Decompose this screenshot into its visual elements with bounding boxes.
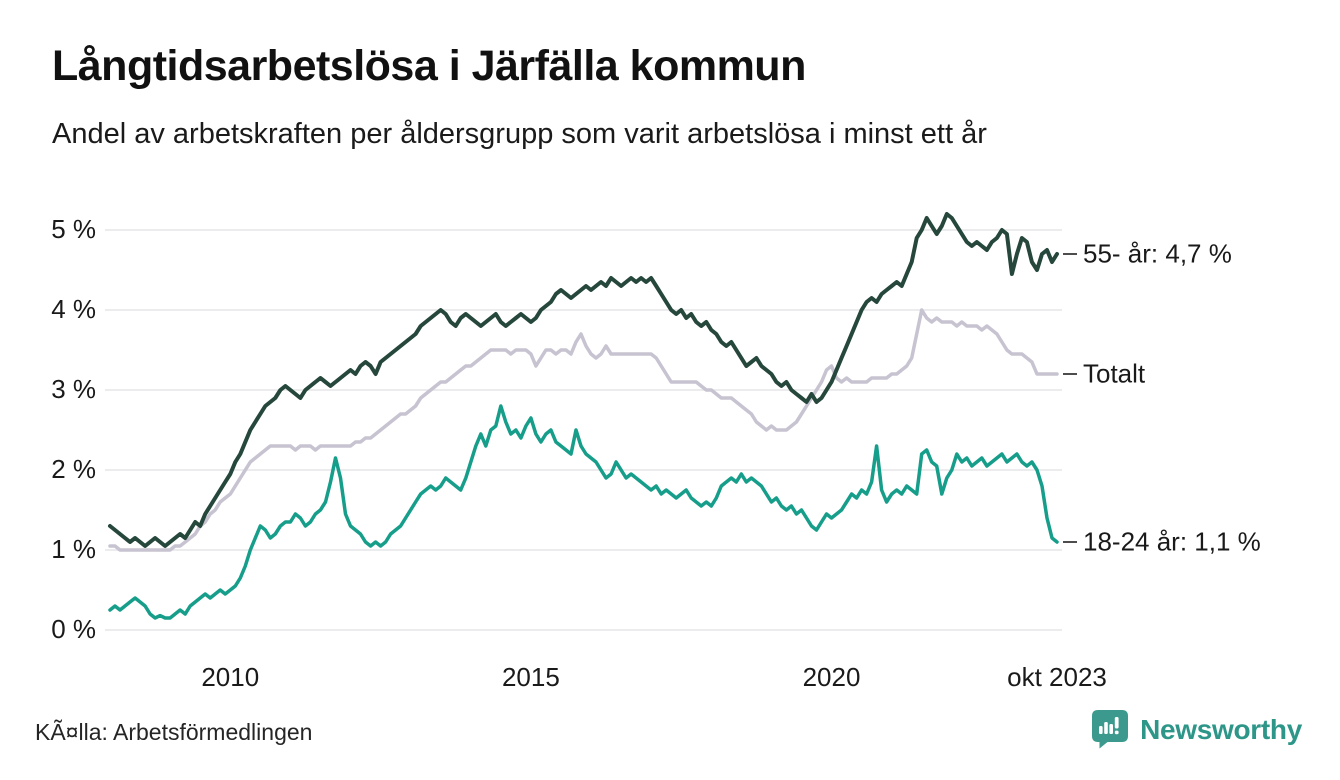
chart-title: Långtidsarbetslösa i Järfälla kommun: [52, 42, 806, 90]
series-line-18-24-år: [108, 404, 1059, 620]
x-axis-tick-label: 2010: [201, 662, 260, 692]
y-axis-tick-label: 1 %: [51, 533, 96, 564]
newsworthy-bubble-chart-icon: [1091, 709, 1129, 750]
series-line-Totalt: [108, 308, 1059, 552]
y-axis-tick-label: 0 %: [51, 613, 96, 644]
x-axis-tick-label: 2015: [501, 662, 560, 692]
newsworthy-logo: Newsworthy: [1091, 709, 1302, 750]
y-axis-tick-label: 5 %: [51, 213, 96, 244]
chart-subtitle: Andel av arbetskraften per åldersgrupp s…: [52, 118, 987, 150]
series-line-55--år: [108, 212, 1059, 548]
y-axis-tick-label: 4 %: [51, 293, 96, 324]
series-annotation-totalt: Totalt: [1083, 358, 1146, 389]
series-annotation-18-24ar: 18-24 år: 1,1 %: [1083, 526, 1261, 557]
x-axis-tick-label: okt 2023: [1007, 662, 1107, 692]
newsworthy-wordmark: Newsworthy: [1140, 713, 1302, 745]
series-annotation-55ar: 55- år: 4,7 %: [1083, 238, 1232, 269]
source-credit: KÃ¤lla: Arbetsförmedlingen: [35, 719, 313, 745]
y-axis-tick-label: 2 %: [51, 453, 96, 484]
x-axis-tick-label: 2020: [802, 662, 861, 692]
y-axis-tick-label: 3 %: [51, 373, 96, 404]
